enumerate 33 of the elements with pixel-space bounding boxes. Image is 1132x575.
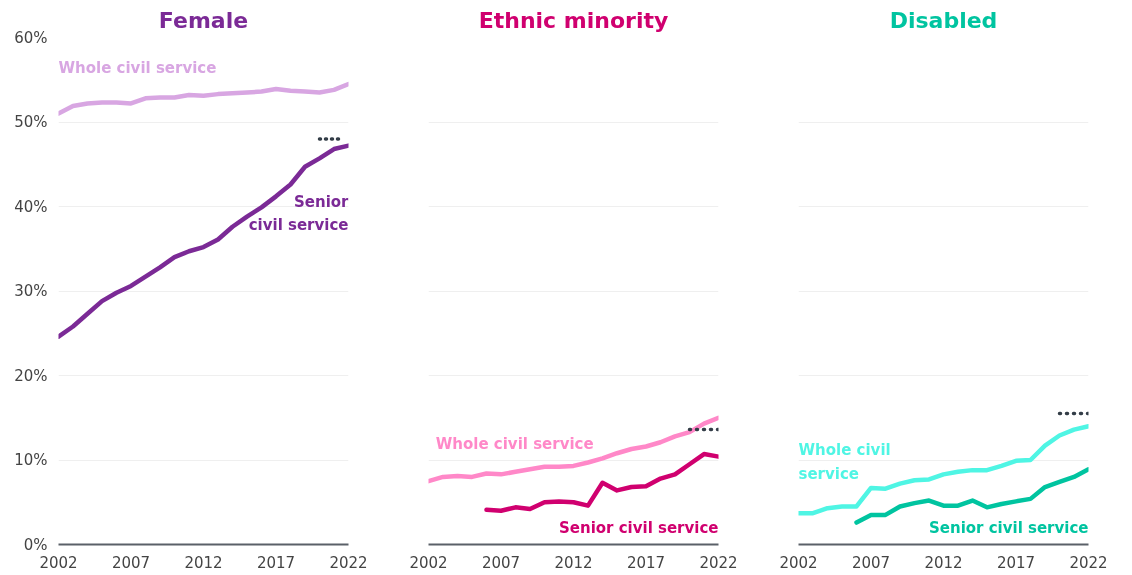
y-tick-label: 50% [14, 113, 48, 131]
x-tick-label: 2002 [779, 553, 818, 572]
x-tick-label: 2007 [851, 553, 891, 572]
y-tick-label: 40% [14, 197, 48, 216]
y-tick-label: 20% [14, 366, 48, 385]
x-tick-label: 2017 [996, 553, 1036, 572]
x-tick-label: 2017 [256, 553, 296, 572]
series-label: Senior civil service [558, 519, 719, 538]
x-tick-label: 2022 [1069, 553, 1108, 572]
x-tick-label: 2002 [39, 553, 78, 572]
x-tick-label: 2022 [329, 553, 368, 572]
x-tick-label: 2022 [699, 553, 738, 572]
y-tick-label: 0% [23, 535, 48, 554]
chart-title: Female [158, 7, 249, 33]
y-tick-label: 30% [14, 282, 48, 300]
line-series [58, 143, 349, 339]
y-tick-label: 10% [14, 451, 48, 469]
x-tick-label: 2012 [924, 553, 963, 572]
line-series [58, 81, 349, 116]
series-label: Senior civil service [928, 519, 1089, 538]
x-tick-label: 2007 [481, 553, 521, 572]
x-tick-label: 2012 [554, 553, 593, 572]
series-label: Whole civil service [798, 441, 891, 483]
series-label: Senior civil service [248, 192, 350, 235]
series-label: Whole civil service [58, 59, 217, 78]
x-tick-label: 2002 [409, 553, 448, 572]
x-tick-label: 2007 [111, 553, 151, 572]
x-tick-label: 2017 [626, 553, 666, 572]
y-tick-label: 60% [14, 28, 48, 47]
series-label: Whole civil service [435, 435, 594, 454]
x-tick-label: 2012 [184, 553, 223, 572]
chart-title: Disabled [889, 7, 998, 33]
chart-title: Ethnic minority [478, 7, 669, 33]
